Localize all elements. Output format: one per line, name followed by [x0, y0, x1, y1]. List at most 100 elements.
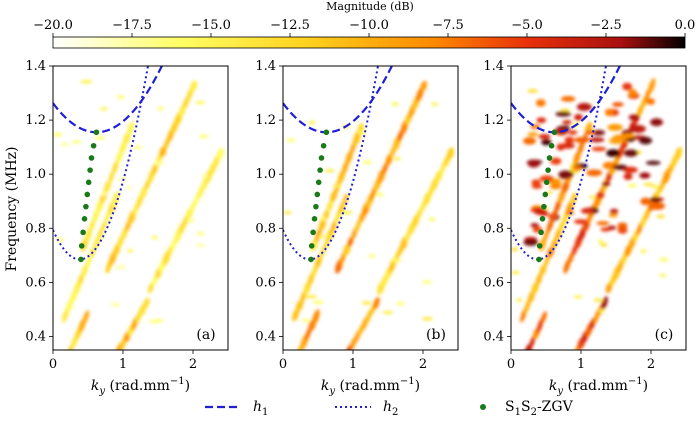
heatmap-cell	[646, 98, 656, 105]
heatmap-cell	[535, 99, 546, 107]
heatmap-cell	[643, 182, 654, 187]
zgv-point	[78, 256, 84, 263]
heatmap-cell	[609, 137, 624, 145]
colorbar-tick-label: −20.0	[33, 18, 73, 33]
heatmap-cell	[338, 200, 346, 215]
zgv-point	[536, 256, 542, 263]
x-tick-label: 2	[189, 357, 197, 372]
zgv-point	[551, 129, 558, 136]
heatmap-cell	[368, 254, 376, 258]
heatmap-cell	[82, 310, 90, 325]
heatmap-cell	[586, 169, 603, 177]
heatmap-cell	[565, 210, 575, 215]
curves	[511, 66, 622, 261]
heatmap-cell	[628, 114, 640, 121]
y-tick-label: 1.2	[255, 113, 276, 128]
heatmap-cell	[190, 80, 198, 92]
colorbar-gradient	[52, 36, 686, 49]
heatmap-cell	[115, 151, 123, 164]
heatmap-cell	[196, 231, 205, 236]
h2-curve	[511, 66, 607, 261]
zgv-point	[539, 216, 546, 222]
heatmap-cell	[216, 147, 225, 160]
colorbar-tick-label: −2.5	[590, 18, 622, 33]
heatmap-cell	[628, 89, 637, 97]
heatmap-cell	[108, 170, 115, 184]
legend-swatch	[480, 404, 486, 410]
heatmap-cell	[527, 89, 538, 93]
colorbar-tick-label: −17.5	[112, 18, 152, 33]
heatmap-cell	[319, 216, 327, 221]
heatmap-cell	[538, 133, 551, 140]
heatmap-cell	[511, 247, 519, 252]
heatmap-cell	[151, 235, 159, 240]
heatmap-cell	[523, 238, 539, 246]
x-tick-label: 2	[647, 357, 655, 372]
heatmap-cell	[639, 172, 651, 179]
heatmap-cell	[574, 113, 583, 121]
heatmap-cell	[596, 221, 610, 226]
heatmap-cell	[639, 136, 653, 145]
heatmap-cell	[567, 130, 578, 135]
heatmap-cell	[511, 270, 520, 275]
zgv-point	[323, 129, 330, 136]
heatmap-cell	[67, 344, 74, 350]
zgv-point	[87, 167, 93, 173]
y-tick-label: 1.4	[255, 59, 276, 74]
heatmap-cell	[119, 141, 127, 155]
colorbar-tick-label: 0.0	[675, 18, 696, 33]
zgv-point	[80, 229, 86, 236]
heatmap-cell	[374, 192, 384, 197]
heatmap-cell	[391, 102, 400, 106]
y-tick-label: 1.0	[25, 167, 46, 182]
heatmap-cell	[361, 301, 372, 305]
heatmap-cell	[612, 164, 628, 170]
axes-frame	[52, 65, 229, 351]
heatmap-cell	[104, 180, 112, 193]
heatmap-cell	[601, 296, 608, 310]
heatmap-cell	[531, 184, 543, 189]
heatmap-cell	[318, 219, 326, 231]
h2-curve	[53, 66, 149, 261]
zgv-point	[90, 142, 97, 149]
heatmap-cell	[312, 300, 324, 305]
y-tick-label: 0.8	[25, 221, 46, 236]
heatmap-cell	[527, 132, 539, 137]
heatmap-cell	[530, 223, 540, 228]
heatmap-cell	[659, 257, 669, 262]
heatmap-cell	[650, 197, 661, 203]
heatmap-cell	[608, 213, 618, 218]
curves	[53, 66, 164, 261]
heatmap-cell	[604, 108, 614, 117]
y-tick-label: 0.6	[25, 275, 46, 290]
heatmap-cell	[607, 225, 617, 230]
heatmap-cell	[382, 310, 394, 315]
heatmap-cell	[152, 318, 165, 323]
heatmap-blobs	[53, 79, 225, 350]
heatmap-cell	[373, 296, 380, 310]
heatmap-cell	[647, 78, 656, 95]
heatmap-cell	[573, 151, 581, 164]
heatmap-cell	[559, 108, 571, 113]
colorbar-title: Magnitude (dB)	[326, 0, 414, 13]
heatmap-cell	[126, 249, 134, 253]
heatmap-cell	[573, 137, 590, 143]
x-tick-label: 1	[577, 357, 585, 372]
heatmap-cell	[523, 137, 536, 145]
heatmap-cell	[607, 123, 623, 131]
heatmap-cell	[543, 255, 550, 268]
zgv-point	[318, 155, 325, 161]
panel-1: 0 1 2 0.4 0.6 0.8 1.0 1.2 1.4 (a) ky (rad.mm−1)	[25, 59, 229, 397]
heatmap-cell	[630, 125, 646, 133]
curves	[283, 66, 394, 261]
heatmap-cell	[126, 186, 133, 190]
heatmap-cell	[389, 258, 402, 263]
heatmap-cell	[117, 177, 128, 181]
heatmap-cell	[572, 165, 582, 171]
h2-curve	[283, 66, 379, 261]
heatmap-cell	[589, 137, 605, 143]
plot-area	[53, 66, 228, 350]
heatmap-cell	[420, 80, 428, 92]
y-tick-label: 1.0	[483, 167, 504, 182]
heatmap-cell	[527, 159, 540, 168]
